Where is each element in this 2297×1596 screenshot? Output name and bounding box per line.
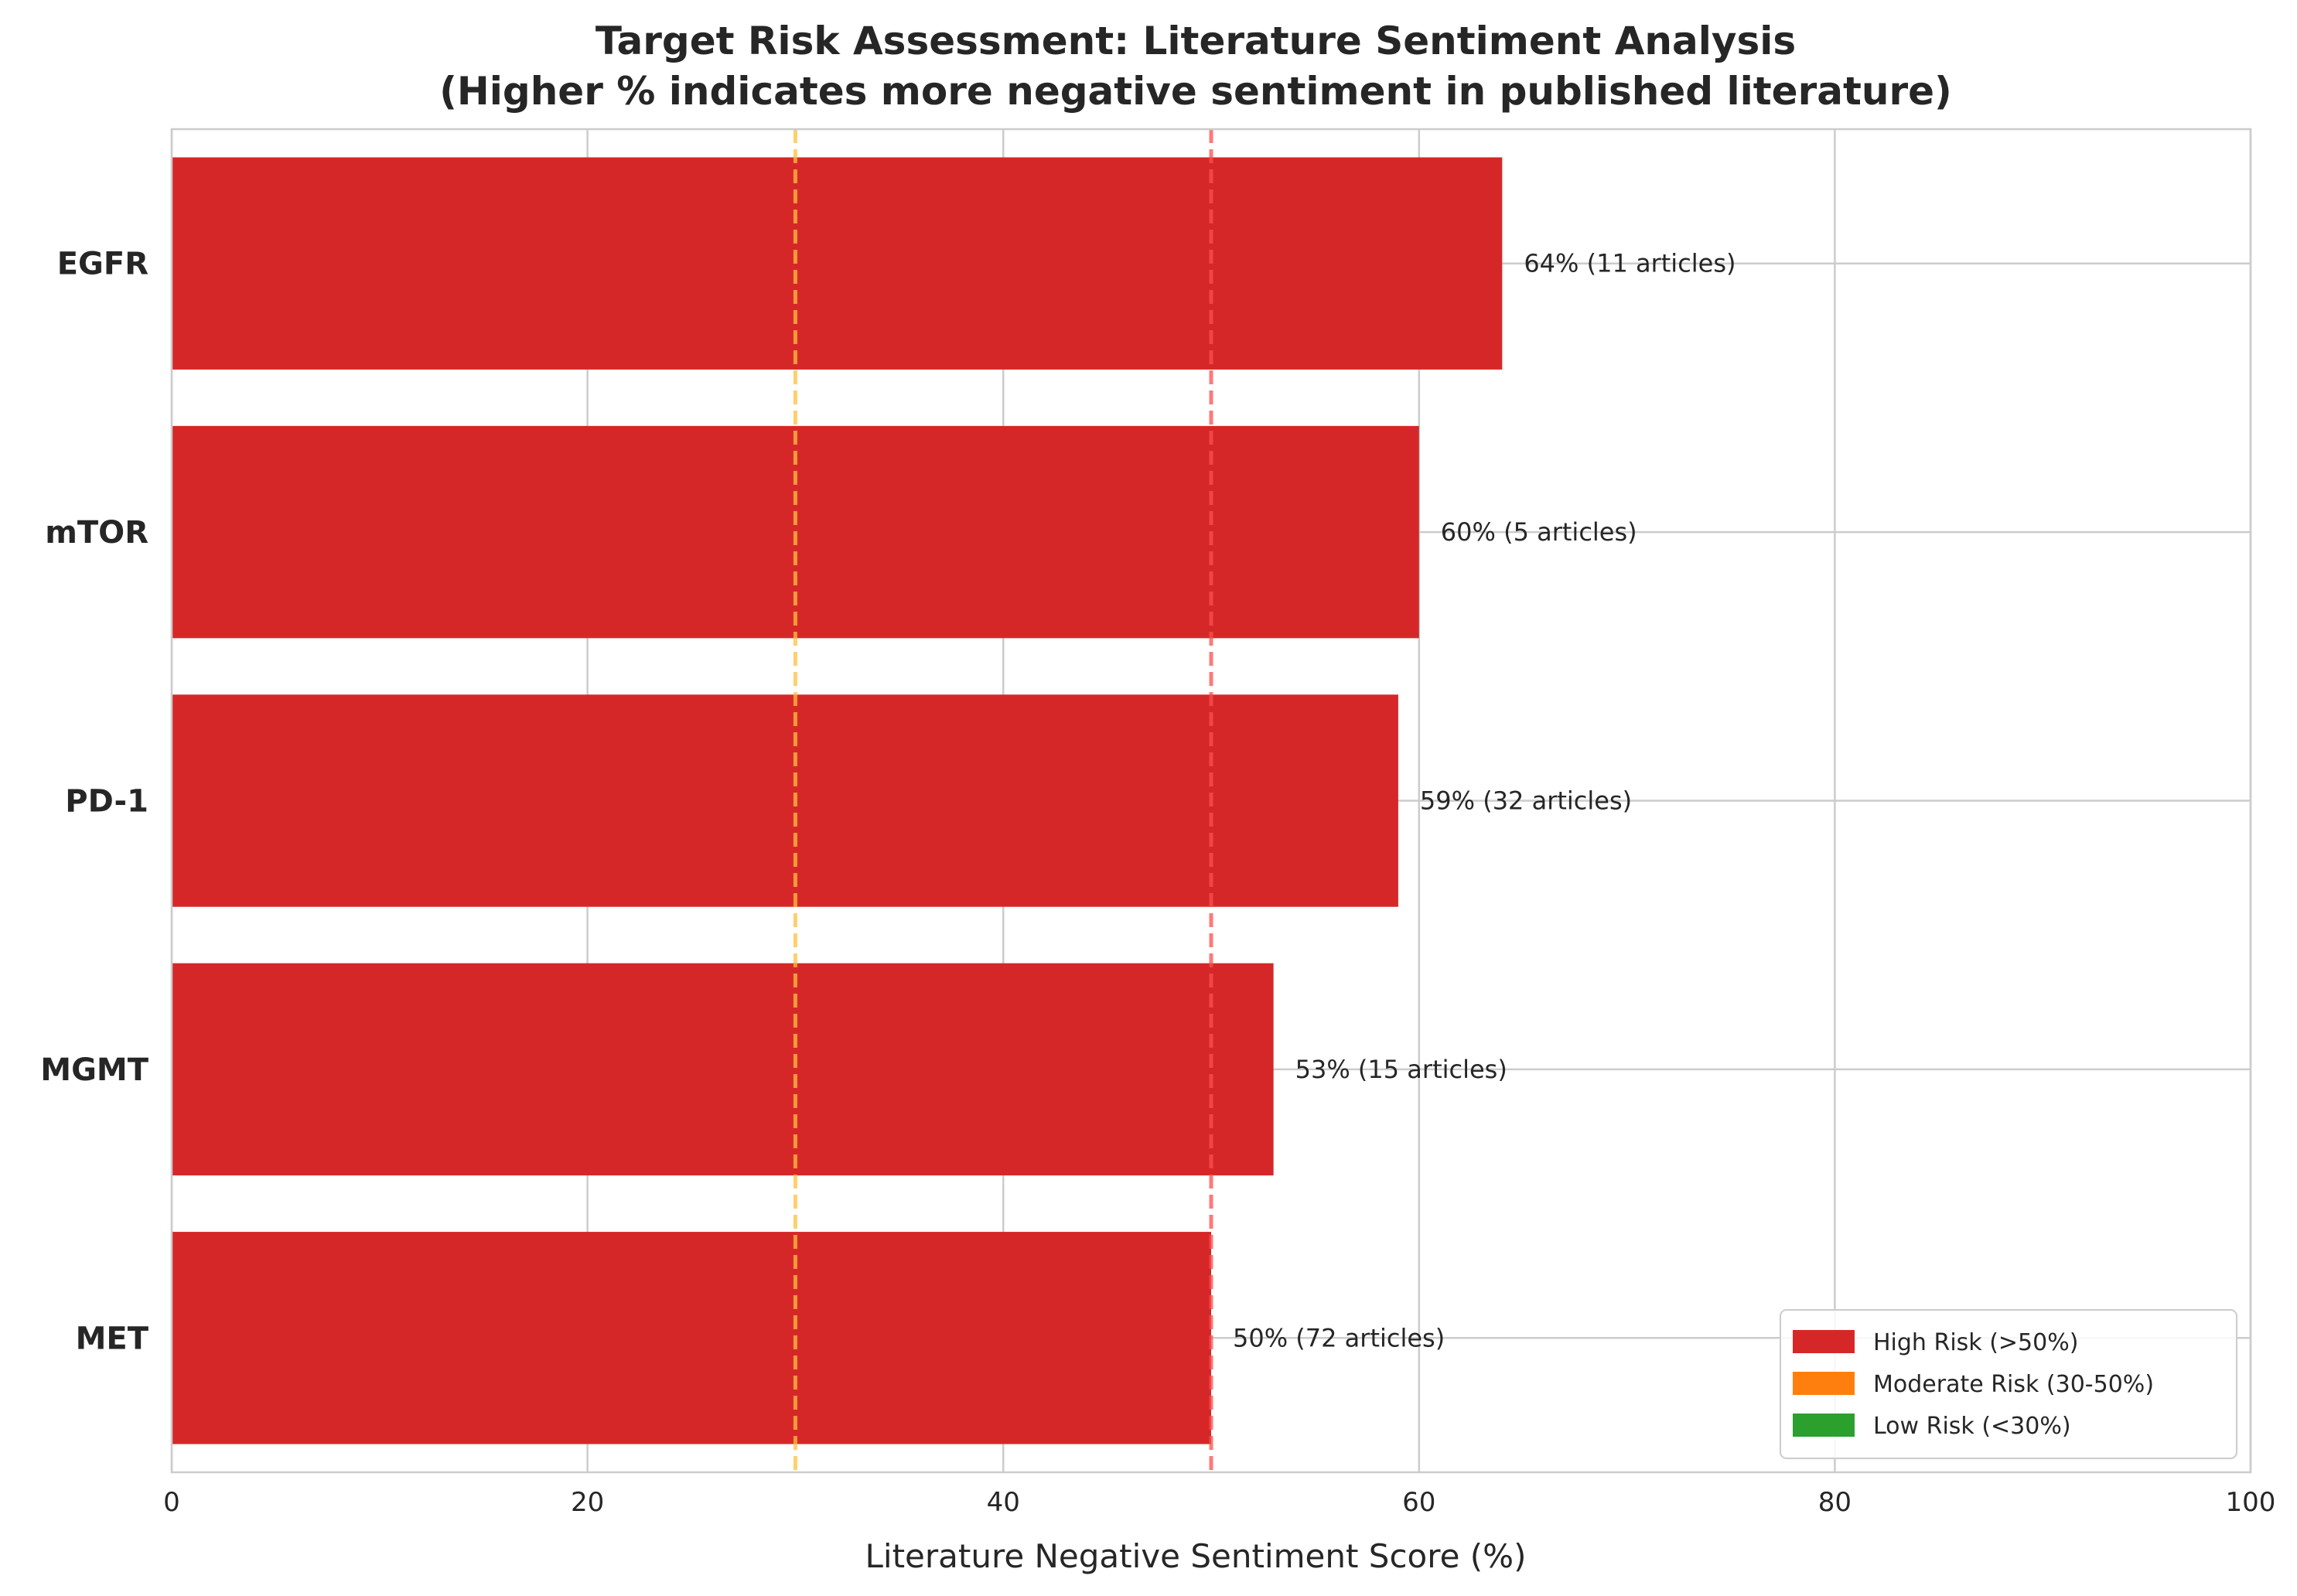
bar-mgmt — [172, 963, 1274, 1176]
legend-label: High Risk (>50%) — [1873, 1329, 2078, 1356]
y-tick-label: mTOR — [45, 515, 148, 551]
bar-value-label: 53% (15 articles) — [1295, 1055, 1507, 1084]
bar-value-label: 50% (72 articles) — [1233, 1323, 1445, 1352]
x-tick-label: 20 — [571, 1487, 604, 1518]
chart-title: Target Risk Assessment: Literature Senti… — [596, 19, 1796, 63]
bar-pd-1 — [172, 694, 1398, 907]
plot-frame — [170, 128, 2252, 1474]
legend-box — [1780, 1309, 2237, 1459]
bar-labels: 64% (11 articles) 60% (5 articles) 59% (32… — [1233, 249, 1736, 1353]
chart-subtitle: (Higher % indicates more negative sentim… — [439, 69, 1952, 114]
x-tick-label: 0 — [163, 1487, 180, 1518]
y-tick-label: EGFR — [57, 247, 148, 282]
y-axis-ticks: EGFR mTOR PD-1 MGMT MET — [40, 247, 148, 1357]
x-tick-label: 40 — [987, 1487, 1020, 1518]
x-axis-label: Literature Negative Sentiment Score (%) — [865, 1537, 1527, 1575]
legend-swatch — [1793, 1330, 1855, 1353]
y-tick-label: MGMT — [40, 1052, 148, 1088]
y-tick-label: PD-1 — [65, 784, 148, 820]
x-tick-label: 100 — [2226, 1487, 2276, 1518]
bar-value-label: 59% (32 articles) — [1420, 786, 1632, 816]
legend-swatch — [1793, 1372, 1855, 1395]
legend-swatch — [1793, 1414, 1855, 1437]
legend-label: Low Risk (<30%) — [1873, 1413, 2071, 1440]
y-tick-label: MET — [76, 1321, 149, 1356]
x-tick-label: 80 — [1818, 1487, 1852, 1518]
bar-value-label: 60% (5 articles) — [1441, 517, 1637, 547]
legend: High Risk (>50%) Moderate Risk (30-50%) Lo… — [1780, 1309, 2237, 1459]
legend-label: Moderate Risk (30-50%) — [1873, 1371, 2154, 1398]
bar-met — [172, 1232, 1211, 1444]
bar-egfr — [172, 157, 1503, 370]
bar-value-label: 64% (11 articles) — [1524, 249, 1736, 278]
x-axis-ticks: 0 20 40 60 80 100 — [163, 1487, 2275, 1518]
x-tick-label: 60 — [1402, 1487, 1435, 1518]
reference-lines — [793, 129, 1213, 1472]
